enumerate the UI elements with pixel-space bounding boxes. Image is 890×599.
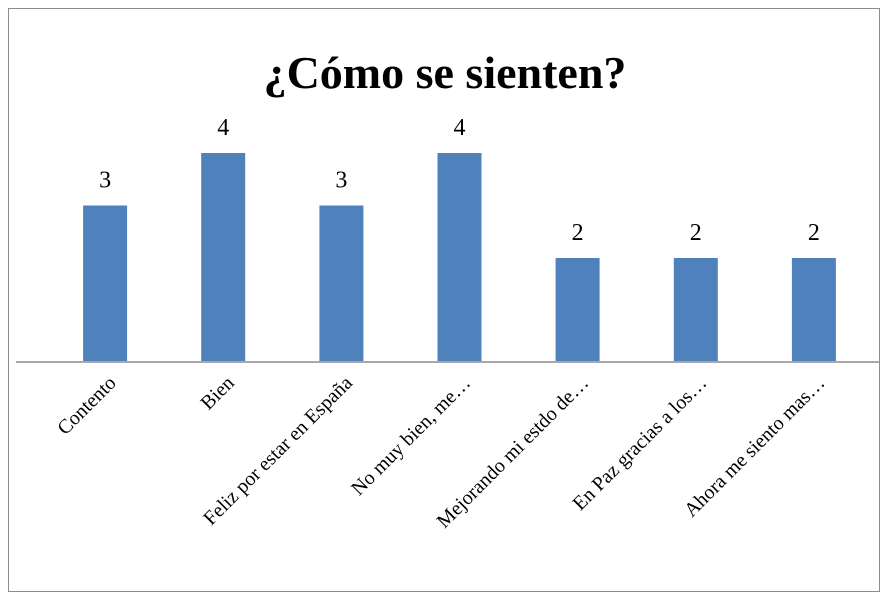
data-label-7: 2: [808, 220, 820, 246]
data-label-6: 2: [690, 220, 702, 246]
bar-4: [435, 151, 484, 363]
x-tick-label-4: No muy bien, me…: [347, 372, 475, 500]
bar-3: [317, 203, 366, 363]
data-label-3: 3: [335, 168, 347, 194]
bars-group: [81, 151, 838, 363]
chart-title: ¿Cómo se sienten?: [264, 47, 627, 98]
data-label-4: 4: [454, 115, 466, 141]
data-label-2: 4: [217, 115, 229, 141]
x-tick-label-1: Contento: [53, 372, 120, 439]
x-tick-label-6: En Paz gracias a los…: [569, 372, 712, 515]
bar-7: [789, 256, 838, 363]
data-label-1: 3: [99, 168, 111, 194]
data-label-5: 2: [572, 220, 584, 246]
x-tick-label-2: Bien: [196, 372, 238, 414]
bar-1: [81, 203, 130, 363]
bar-6: [671, 256, 720, 363]
bar-5: [553, 256, 602, 363]
data-labels-group: 3 4 3 4 2 2 2: [99, 115, 820, 246]
bar-2: [199, 151, 248, 363]
